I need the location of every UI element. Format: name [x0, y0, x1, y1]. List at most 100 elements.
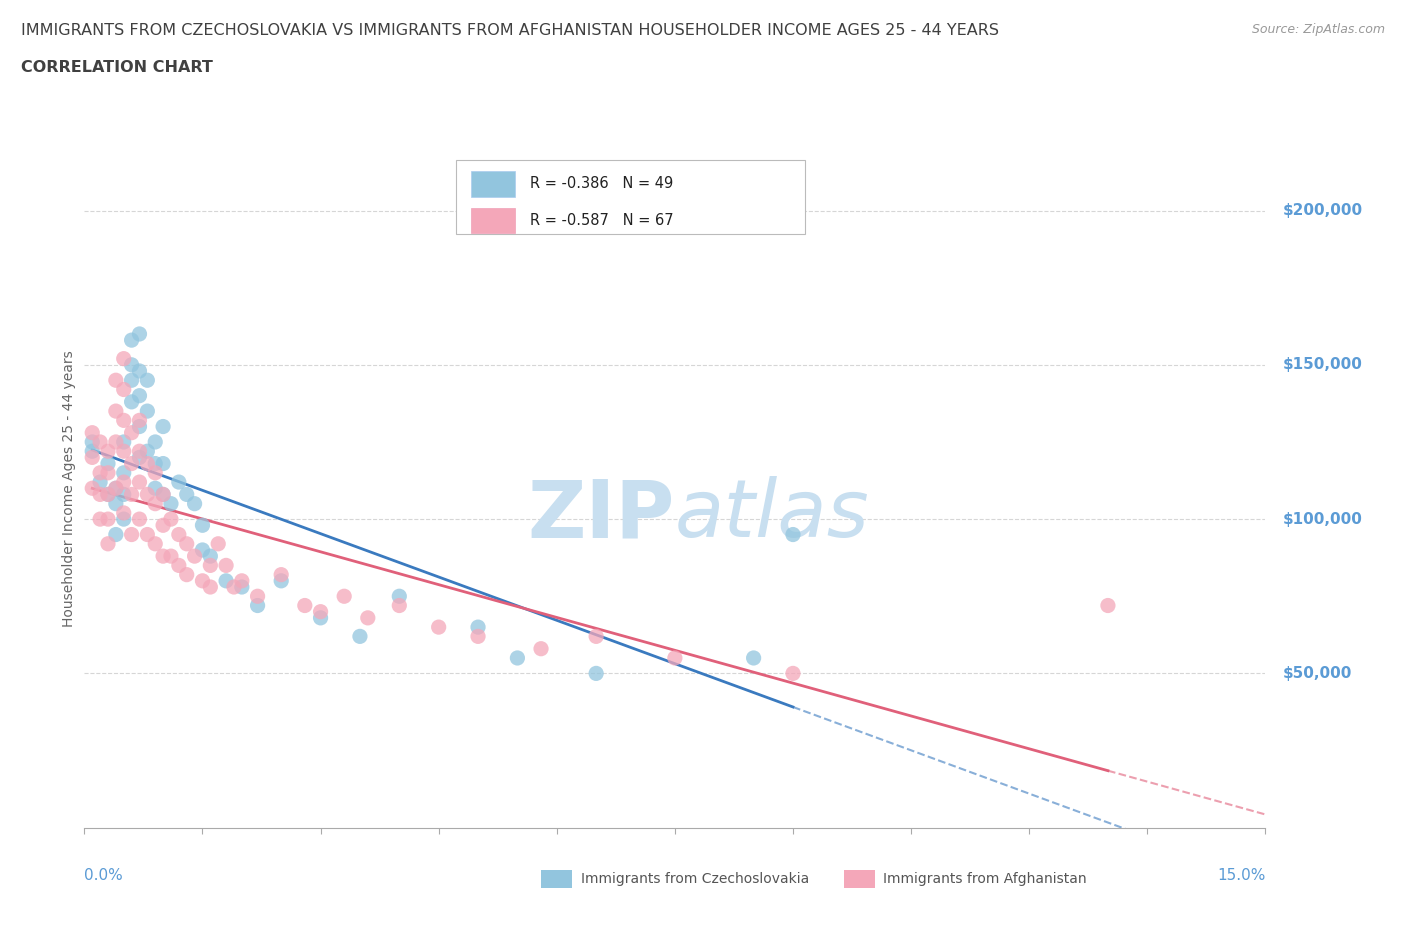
Point: [231, 579, 253, 594]
Point: [112, 506, 135, 521]
Point: [160, 497, 183, 512]
Point: [167, 558, 190, 573]
Point: [467, 619, 489, 634]
Point: [97, 487, 120, 502]
Point: [89, 465, 111, 480]
FancyBboxPatch shape: [471, 207, 516, 233]
Text: R = -0.587   N = 67: R = -0.587 N = 67: [530, 213, 673, 228]
Point: [97, 512, 120, 526]
Point: [128, 388, 150, 403]
Point: [89, 434, 111, 449]
Point: [112, 465, 135, 480]
Point: [200, 579, 222, 594]
Point: [112, 487, 135, 502]
Point: [82, 434, 104, 449]
Point: [104, 404, 127, 418]
Point: [200, 549, 222, 564]
Point: [128, 512, 150, 526]
Point: [97, 444, 120, 458]
Point: [143, 481, 166, 496]
Point: [89, 487, 111, 502]
Point: [104, 373, 127, 388]
Point: [104, 497, 127, 512]
Point: [121, 487, 143, 502]
Point: [128, 413, 150, 428]
Text: CORRELATION CHART: CORRELATION CHART: [21, 60, 212, 75]
Point: [143, 456, 166, 471]
Point: [104, 481, 127, 496]
Point: [742, 651, 765, 666]
Point: [104, 481, 127, 496]
Text: $150,000: $150,000: [1284, 357, 1362, 372]
Point: [246, 598, 269, 613]
Point: [136, 487, 159, 502]
Point: [782, 666, 804, 681]
Point: [200, 558, 222, 573]
FancyBboxPatch shape: [457, 160, 804, 233]
Point: [270, 574, 292, 589]
Point: [183, 497, 205, 512]
Point: [349, 629, 371, 644]
Point: [89, 474, 111, 489]
Point: [121, 357, 143, 372]
Point: [176, 537, 198, 551]
Point: [388, 589, 411, 604]
Point: [112, 352, 135, 366]
Point: [231, 574, 253, 589]
Point: [112, 512, 135, 526]
Point: [97, 465, 120, 480]
Point: [585, 629, 607, 644]
Point: [97, 537, 120, 551]
Point: [121, 373, 143, 388]
Point: [270, 567, 292, 582]
Text: IMMIGRANTS FROM CZECHOSLOVAKIA VS IMMIGRANTS FROM AFGHANISTAN HOUSEHOLDER INCOME: IMMIGRANTS FROM CZECHOSLOVAKIA VS IMMIGR…: [21, 23, 1000, 38]
Point: [82, 450, 104, 465]
Text: ZIP: ZIP: [527, 476, 675, 554]
Point: [128, 450, 150, 465]
Point: [160, 512, 183, 526]
Point: [143, 434, 166, 449]
Point: [104, 527, 127, 542]
Point: [136, 456, 159, 471]
Point: [152, 487, 174, 502]
Point: [128, 474, 150, 489]
Point: [388, 598, 411, 613]
Point: [121, 394, 143, 409]
Point: [309, 604, 332, 619]
Point: [357, 610, 380, 625]
Point: [1097, 598, 1119, 613]
Text: Immigrants from Czechoslovakia: Immigrants from Czechoslovakia: [581, 871, 808, 886]
Point: [136, 404, 159, 418]
Point: [112, 413, 135, 428]
Point: [191, 518, 214, 533]
Point: [207, 537, 229, 551]
Point: [121, 425, 143, 440]
Point: [143, 497, 166, 512]
Point: [82, 481, 104, 496]
Point: [782, 527, 804, 542]
Point: [143, 465, 166, 480]
Point: [176, 567, 198, 582]
Text: R = -0.386   N = 49: R = -0.386 N = 49: [530, 177, 673, 192]
Point: [152, 518, 174, 533]
Point: [294, 598, 316, 613]
Text: 0.0%: 0.0%: [84, 869, 124, 883]
Point: [215, 574, 238, 589]
Point: [128, 326, 150, 341]
Text: atlas: atlas: [675, 476, 870, 554]
Point: [152, 549, 174, 564]
Point: [97, 456, 120, 471]
Point: [506, 651, 529, 666]
Point: [309, 610, 332, 625]
Point: [128, 364, 150, 379]
Point: [246, 589, 269, 604]
Point: [128, 419, 150, 434]
Point: [82, 425, 104, 440]
Point: [128, 444, 150, 458]
Point: [97, 487, 120, 502]
Point: [160, 549, 183, 564]
Point: [82, 444, 104, 458]
Point: [136, 444, 159, 458]
Text: $200,000: $200,000: [1284, 203, 1364, 218]
Point: [467, 629, 489, 644]
